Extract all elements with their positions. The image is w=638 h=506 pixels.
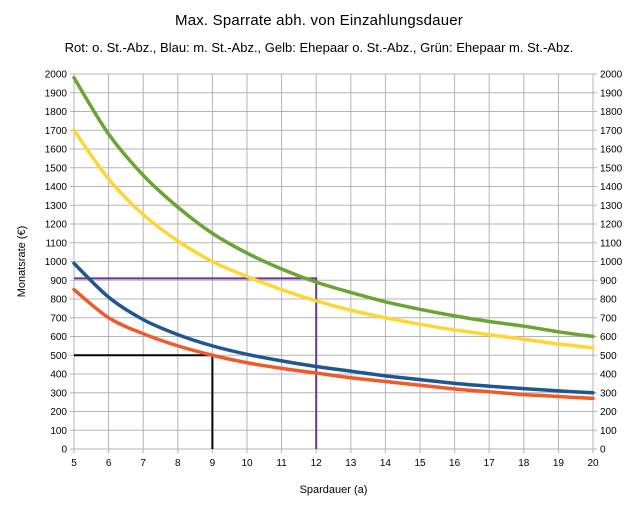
y-axis-label: Monatsrate (€) xyxy=(16,226,28,298)
y-tick-label-right: 1600 xyxy=(600,145,623,156)
guide-lines xyxy=(74,277,318,449)
y-tick-label-right: 1700 xyxy=(600,126,623,137)
y-tick-label-right: 1400 xyxy=(600,182,623,193)
x-tick-label: 16 xyxy=(449,458,461,469)
y-tick-label-right: 1300 xyxy=(600,201,623,212)
y-tick-label-right: 1900 xyxy=(600,88,623,99)
y-tick-label: 400 xyxy=(50,370,67,381)
x-tick-label: 19 xyxy=(553,458,565,469)
y-tick-label-right: 700 xyxy=(600,313,617,324)
x-tick-label: 6 xyxy=(106,458,112,469)
y-tick-label: 1400 xyxy=(45,182,68,193)
axes xyxy=(70,73,597,453)
y-tick-label: 300 xyxy=(50,388,67,399)
y-tick-label: 2000 xyxy=(45,70,68,81)
y-tick-label-right: 1200 xyxy=(600,220,623,231)
y-tick-label: 500 xyxy=(50,351,67,362)
y-tick-label-right: 1000 xyxy=(600,257,623,268)
y-tick-label-right: 1100 xyxy=(600,238,622,249)
x-tick-label: 11 xyxy=(276,458,287,469)
x-tick-label: 8 xyxy=(175,458,181,469)
y-tick-label: 1500 xyxy=(45,163,68,174)
y-tick-label-right: 900 xyxy=(600,276,617,287)
plot-border xyxy=(73,73,594,450)
x-tick-label: 20 xyxy=(587,458,599,469)
y-tick-label-right: 200 xyxy=(600,407,617,418)
y-tick-label: 1900 xyxy=(45,88,68,99)
y-tick-label: 1300 xyxy=(45,201,68,212)
y-tick-label-right: 800 xyxy=(600,295,617,306)
x-tick-label: 9 xyxy=(210,458,216,469)
x-tick-label: 12 xyxy=(311,458,323,469)
y-tick-label: 1600 xyxy=(45,145,68,156)
x-tick-label: 14 xyxy=(380,458,392,469)
series-line-3 xyxy=(72,261,595,395)
tick-labels: 0 0 100 100 200 200 300 300 400 400 500 500 600 600 70… xyxy=(45,70,623,470)
guide-line-2 xyxy=(74,277,318,449)
y-tick-label-right: 1800 xyxy=(600,107,623,118)
series-line-2 xyxy=(72,128,595,350)
y-tick-label-right: 1500 xyxy=(600,163,623,174)
y-tick-label: 100 xyxy=(50,426,67,437)
y-tick-label-right: 100 xyxy=(600,426,617,437)
x-tick-label: 10 xyxy=(241,458,253,469)
x-tick-label: 18 xyxy=(518,458,530,469)
series-lines xyxy=(72,76,595,401)
y-tick-label: 700 xyxy=(50,313,67,324)
chart-title: Max. Sparrate abh. von Einzahlungsdauer xyxy=(175,12,463,29)
y-tick-label: 200 xyxy=(50,407,67,418)
y-tick-label-right: 400 xyxy=(600,370,617,381)
chart-subtitle: Rot: o. St.-Abz., Blau: m. St.-Abz., Gel… xyxy=(64,40,574,55)
x-tick-label: 15 xyxy=(414,458,426,469)
y-tick-label: 1100 xyxy=(45,238,67,249)
y-tick-label: 900 xyxy=(50,276,67,287)
y-tick-label-right: 500 xyxy=(600,351,617,362)
y-tick-label: 0 xyxy=(61,445,67,456)
series-line-1 xyxy=(72,76,595,339)
x-tick-label: 13 xyxy=(345,458,357,469)
y-tick-label-right: 300 xyxy=(600,388,617,399)
y-tick-label-right: 2000 xyxy=(600,70,623,81)
x-axis-label: Spardauer (a) xyxy=(300,484,368,496)
x-tick-label: 17 xyxy=(484,458,496,469)
y-tick-label: 600 xyxy=(50,332,67,343)
y-tick-label: 800 xyxy=(50,295,67,306)
x-tick-label: 5 xyxy=(71,458,77,469)
y-tick-label-right: 0 xyxy=(600,445,606,456)
series-line-4 xyxy=(72,287,595,401)
y-tick-label: 1800 xyxy=(45,107,68,118)
y-tick-label: 1700 xyxy=(45,126,68,137)
y-tick-label: 1000 xyxy=(45,257,68,268)
x-tick-label: 7 xyxy=(140,458,146,469)
y-tick-label: 1200 xyxy=(45,220,68,231)
y-tick-label-right: 600 xyxy=(600,332,617,343)
